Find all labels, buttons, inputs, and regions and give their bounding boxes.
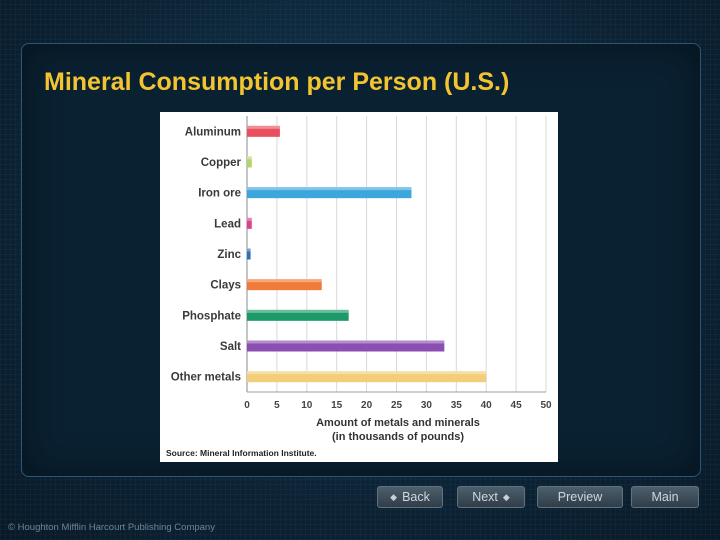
bar-highlight [247, 371, 487, 375]
next-arrow-icon: ◆ [502, 491, 510, 502]
back-arrow-icon: ◆ [390, 491, 398, 502]
bar-lead [247, 217, 252, 229]
bar-highlight [247, 217, 252, 221]
main-button[interactable]: Main [631, 486, 699, 508]
main-label: Main [651, 490, 679, 504]
x-tick-label: 30 [421, 400, 433, 411]
bar-highlight [247, 187, 412, 191]
category-label: Aluminum [185, 126, 241, 138]
x-tick-label: 15 [331, 400, 343, 411]
x-tick-label: 40 [481, 400, 493, 411]
x-tick-label: 0 [244, 400, 250, 411]
category-label: Other metals [171, 372, 241, 384]
bar-highlight [247, 279, 322, 283]
bar-iron-ore [247, 187, 412, 199]
bar-aluminum [247, 125, 280, 137]
bar-phosphate [247, 309, 349, 321]
category-label: Iron ore [198, 188, 241, 200]
next-button[interactable]: Next ◆ [457, 486, 525, 508]
bar-highlight [247, 156, 252, 160]
category-label: Clays [210, 280, 241, 292]
bar-chart: Aluminum Copper Iron ore Lead Zinc Clays Phosp… [166, 116, 552, 458]
back-label: Back [402, 490, 430, 504]
x-tick-label: 25 [391, 400, 403, 411]
preview-button[interactable]: Preview [537, 486, 623, 508]
x-tick-label: 5 [274, 400, 280, 411]
category-label: Salt [220, 341, 241, 353]
x-tick-label: 10 [301, 400, 313, 411]
slide-title: Mineral Consumption per Person (U.S.) [44, 68, 510, 96]
bar-copper [247, 156, 252, 168]
next-label: Next [472, 490, 498, 504]
category-label: Copper [201, 157, 242, 169]
back-button[interactable]: ◆ Back [377, 486, 443, 508]
copyright-notice: © Houghton Mifflin Harcourt Publishing C… [8, 522, 215, 533]
preview-label: Preview [557, 490, 603, 504]
x-tick-label: 45 [511, 400, 523, 411]
bar-other-metals [247, 371, 487, 383]
chart-card: Aluminum Copper Iron ore Lead Zinc Clays Phosp… [160, 112, 558, 462]
bar-highlight [247, 125, 280, 129]
bar-highlight [247, 248, 251, 252]
bar-clays [247, 279, 322, 291]
x-tick-label: 20 [361, 400, 373, 411]
bar-zinc [247, 248, 251, 260]
category-label: Zinc [217, 249, 241, 261]
x-axis-title-line2: (in thousands of pounds) [332, 431, 464, 443]
source-note: Source: Mineral Information Institute. [166, 448, 317, 458]
x-tick-label: 50 [540, 400, 552, 411]
bar-salt [247, 340, 445, 352]
category-label: Lead [214, 218, 241, 230]
bar-highlight [247, 340, 445, 344]
category-label: Phosphate [182, 310, 241, 322]
x-axis-title-line1: Amount of metals and minerals [316, 417, 480, 429]
bar-highlight [247, 309, 349, 313]
x-tick-label: 35 [451, 400, 463, 411]
